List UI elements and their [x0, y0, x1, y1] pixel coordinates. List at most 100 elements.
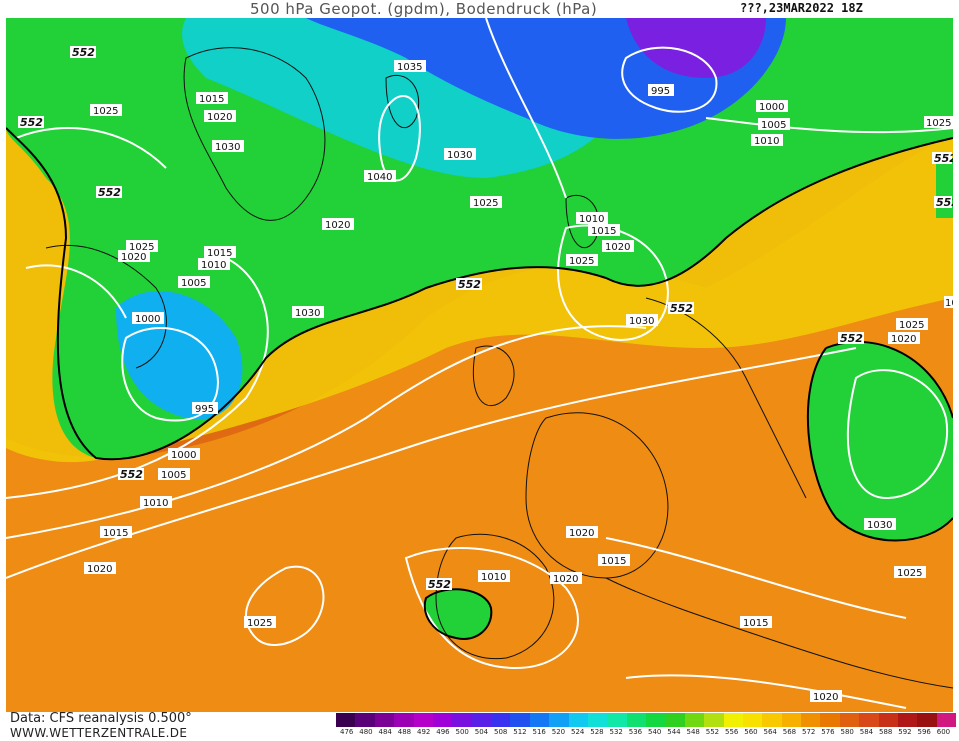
scale-label: 528: [590, 728, 604, 736]
pressure-label: 1025: [93, 106, 118, 117]
pressure-label: 1025: [473, 198, 498, 209]
geo-label: 552: [98, 186, 121, 199]
scale-swatch: [917, 713, 937, 727]
map-date: ???,23MAR2022 18Z: [740, 1, 863, 15]
scale-label: 488: [397, 728, 412, 736]
scale-swatch: [491, 713, 511, 727]
scale-label: 572: [802, 728, 816, 736]
scale-swatch: [626, 713, 646, 727]
scale-label: 548: [686, 728, 700, 736]
pressure-label: 1010: [579, 214, 604, 225]
geo-label: 552: [670, 302, 693, 315]
pressure-label: 1010: [481, 572, 506, 583]
pressure-label: 1025: [926, 118, 951, 129]
coastlines: [45, 47, 953, 689]
color-scale-bar: [336, 713, 956, 727]
pressure-label: 1015: [103, 528, 128, 539]
scale-swatch: [568, 713, 588, 727]
pressure-label: 1020: [207, 112, 232, 123]
pressure-label: 1020: [813, 692, 838, 703]
pressure-label: 1005: [161, 470, 186, 481]
pressure-label: 1025: [129, 242, 154, 253]
pressure-label: 1040: [367, 172, 392, 183]
scale-swatch: [452, 713, 472, 727]
scale-label: 512: [513, 728, 527, 736]
pressure-label: 1020: [121, 252, 146, 263]
scale-swatch: [762, 713, 782, 727]
scale-swatch: [646, 713, 666, 727]
scale-swatch: [878, 713, 898, 727]
scale-swatch: [374, 713, 395, 727]
scale-label: 580: [840, 728, 854, 736]
pressure-label: 1025: [247, 618, 272, 629]
scale-label: 568: [782, 728, 797, 736]
pressure-label: 1020: [569, 528, 594, 539]
purple-region: [626, 18, 766, 78]
scale-swatch: [471, 713, 491, 727]
pressure-label: 1030: [447, 150, 472, 161]
pressure-label: 1025: [569, 256, 594, 267]
pressure-label: 1020: [891, 334, 916, 345]
east-yellow-region: [936, 158, 953, 218]
color-scale-labels: 476 480 484 488 492 496 500 504 508 512 516 520 524 5…: [336, 728, 956, 736]
scale-label: 484: [378, 728, 392, 736]
pressure-label: 995: [651, 86, 670, 97]
geopotential-labels: 552 552 552 552 552 552 552 552 552 552: [18, 46, 953, 591]
scale-label: 576: [821, 728, 835, 736]
pressure-label: 1035: [397, 62, 422, 73]
pressure-label: 1030: [295, 308, 320, 319]
scale-swatch: [936, 713, 956, 727]
scale-swatch: [723, 713, 743, 727]
scale-swatch: [859, 713, 879, 727]
scale-swatch: [607, 713, 627, 727]
pressure-label: 1010: [201, 260, 226, 271]
scale-label: 508: [494, 728, 508, 736]
scale-label: 504: [474, 728, 489, 736]
map-title: 500 hPa Geopot. (gpdm), Bodendruck (hPa): [250, 0, 598, 18]
scale-label: 592: [898, 728, 912, 736]
scale-swatch: [510, 713, 530, 727]
pressure-label: 1030: [629, 316, 654, 327]
geo-label: 552: [934, 152, 953, 165]
scale-swatch: [529, 713, 550, 727]
pressure-label: 1030: [215, 142, 240, 153]
scale-swatch: [897, 713, 918, 727]
geo-label: 552: [428, 578, 451, 591]
geo-label: 552: [458, 278, 481, 291]
scale-label: 492: [417, 728, 431, 736]
pressure-label: 1000: [135, 314, 160, 325]
scale-label: 584: [859, 728, 874, 736]
scale-label: 556: [725, 728, 739, 736]
scale-swatch: [781, 713, 801, 727]
geo-label: 552: [120, 468, 143, 481]
scale-swatch: [587, 713, 608, 727]
data-source-label: Data: CFS reanalysis 0.500°: [10, 711, 192, 726]
pressure-label: 1020: [553, 574, 578, 585]
scale-label: 500: [455, 728, 469, 736]
scale-label: 544: [667, 728, 681, 736]
scale-swatch: [336, 713, 356, 727]
pressure-label: 1005: [181, 278, 206, 289]
pressure-label: 1020: [945, 298, 953, 309]
scale-label: 564: [763, 728, 777, 736]
pressure-label: 1025: [899, 320, 924, 331]
scale-label: 516: [532, 728, 546, 736]
pressure-label: 1015: [207, 248, 232, 259]
pressure-label: 1010: [754, 136, 779, 147]
pressure-label: 995: [195, 404, 214, 415]
scale-label: 552: [705, 728, 720, 736]
pressure-label: 1005: [761, 120, 786, 131]
scale-label: 596: [917, 728, 931, 736]
scale-label: 496: [436, 728, 450, 736]
pressure-label: 1020: [325, 220, 350, 231]
scale-label: 476: [340, 728, 354, 736]
pressure-label: 1025: [897, 568, 922, 579]
scale-label: 524: [571, 728, 585, 736]
geo-label: 552: [20, 116, 43, 129]
geopotential-552-contour: [6, 127, 953, 640]
pressure-label: 1000: [759, 102, 784, 113]
green-region: [6, 18, 953, 460]
pressure-label: 1015: [591, 226, 616, 237]
pressure-label: 1015: [199, 94, 224, 105]
pressure-label: 1015: [601, 556, 626, 567]
